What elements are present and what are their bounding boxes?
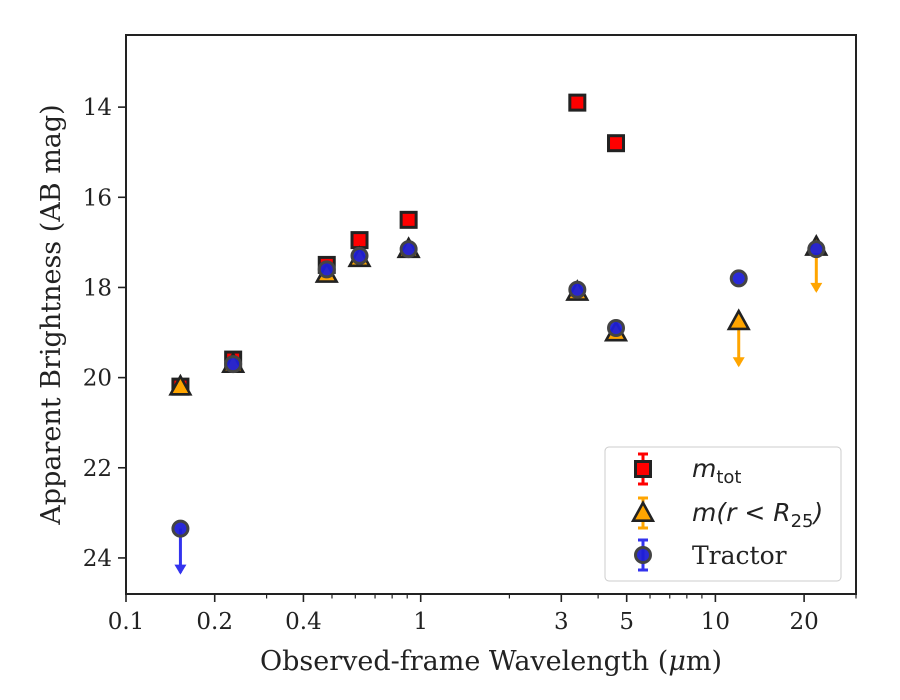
point-m-tot	[568, 93, 587, 112]
legend-marker-m-r25	[630, 500, 656, 522]
point-m-r25	[168, 373, 193, 396]
legend-marker-tractor	[634, 546, 652, 564]
legend-label-m-r25-tail: )	[812, 498, 824, 527]
x-tick-label: 3	[554, 609, 569, 635]
y-tick-label: 18	[83, 275, 112, 301]
point-m-r25	[726, 308, 751, 331]
x-tick-label: 10	[701, 609, 730, 635]
point-tractor	[399, 240, 418, 259]
x-tick-label: 0.1	[108, 609, 145, 635]
point-tractor	[171, 519, 190, 538]
x-tick-label: 5	[619, 609, 634, 635]
legend-label-tractor: Tractor	[692, 541, 787, 570]
y-tick-label: 24	[83, 546, 112, 572]
point-tractor	[350, 246, 369, 265]
x-tick-label: 0.2	[196, 609, 233, 635]
x-axis-label: Observed-frame Wavelength (μm)	[260, 646, 722, 677]
y-tick-label: 22	[83, 456, 112, 482]
point-tractor	[568, 280, 587, 299]
upper-limit-arrow-m-r25-head	[732, 357, 745, 368]
point-tractor	[729, 269, 748, 288]
legend-label-m-r25-main: m(r < R	[692, 498, 791, 527]
x-axis-label-mu: μ	[668, 646, 686, 677]
legend-label-m-r25: m(r < R25)	[692, 498, 823, 532]
legend-label-m-r25-sub: 25	[791, 511, 814, 532]
plot-frame	[125, 34, 857, 595]
point-tractor	[807, 240, 826, 259]
y-axis-label: Apparent Brightness (AB mag)	[36, 104, 67, 525]
legend-label-m-tot-main: m	[692, 454, 716, 483]
axis-ticks: 0.1 0.2 0.4 1 3 5 10 20 14 16 18 20 22 24	[83, 95, 857, 635]
legend-box	[604, 446, 842, 582]
point-tractor	[607, 319, 626, 338]
point-tractor	[224, 355, 243, 374]
point-m-tot	[399, 210, 418, 229]
legend-marker-m-tot	[634, 460, 652, 478]
y-tick-label: 16	[83, 185, 112, 211]
x-tick-label: 1	[413, 609, 428, 635]
data-marks	[168, 93, 829, 575]
x-axis-label-suffix: m)	[686, 646, 722, 677]
y-tick-label: 20	[83, 366, 112, 392]
x-axis-label-prefix: Observed-frame Wavelength (	[260, 646, 668, 677]
x-tick-label: 0.4	[285, 609, 322, 635]
y-tick-label: 14	[83, 95, 112, 121]
legend: mtot m(r < R25) Tractor	[604, 446, 842, 582]
upper-limit-arrow-m-r25-head	[810, 282, 823, 293]
upper-limit-arrow-tractor-head	[174, 564, 187, 575]
point-m-tot	[607, 134, 626, 153]
legend-markers	[630, 452, 656, 572]
point-tractor	[317, 260, 336, 279]
legend-label-m-tot-sub: tot	[716, 467, 741, 488]
legend-label-m-tot: mtot	[692, 454, 742, 488]
x-tick-label: 20	[789, 609, 818, 635]
